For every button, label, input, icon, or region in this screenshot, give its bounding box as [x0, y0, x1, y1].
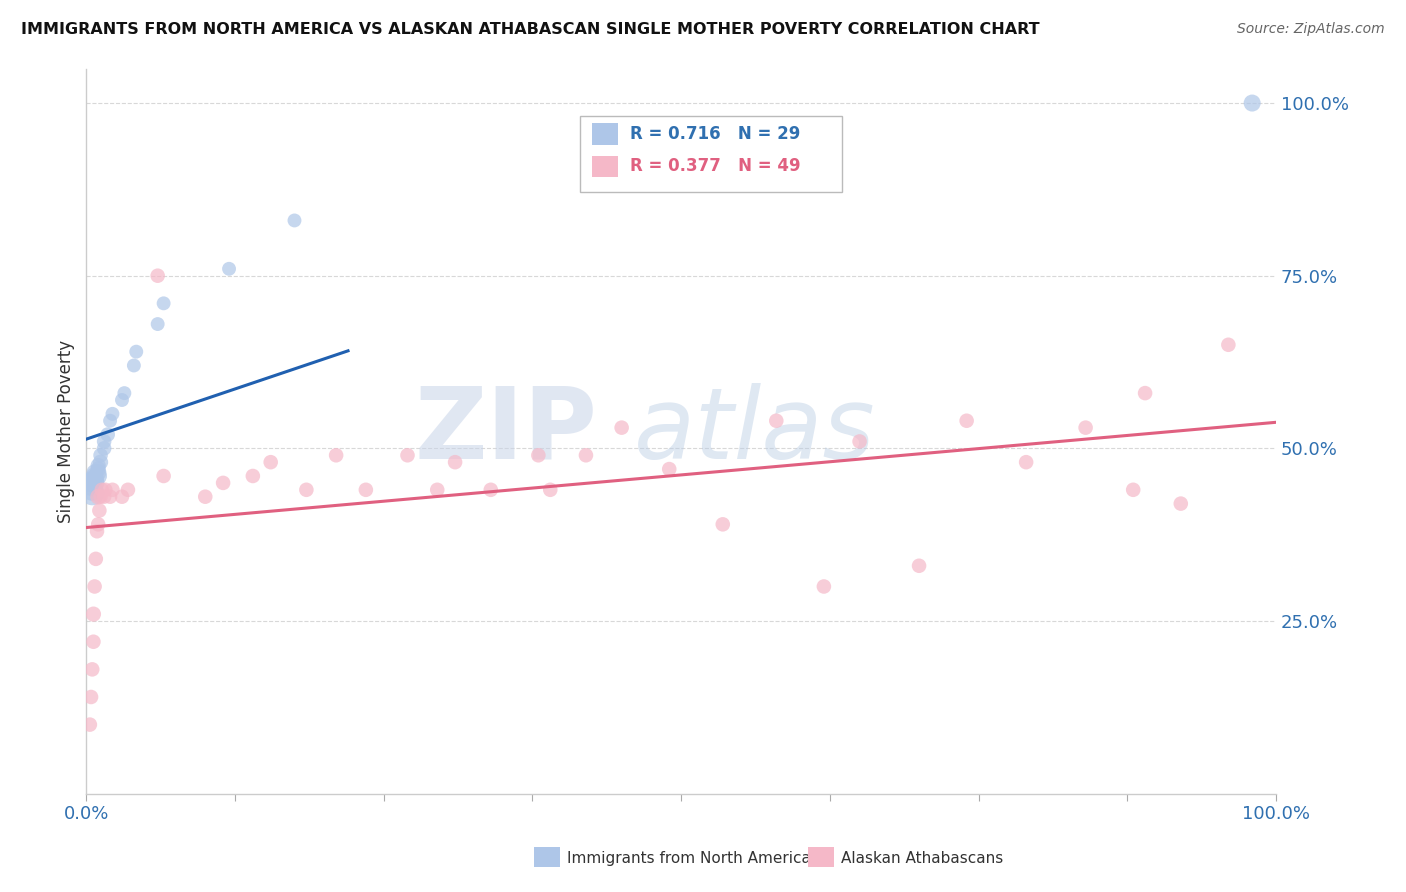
Point	[82, 486, 104, 500]
Point	[711, 517, 734, 532]
Point	[1241, 96, 1264, 111]
Point	[112, 386, 135, 401]
Point	[83, 475, 105, 490]
Point	[82, 475, 104, 490]
Point	[218, 261, 240, 276]
Point	[87, 490, 110, 504]
Point	[82, 483, 104, 497]
Point	[82, 472, 104, 486]
Point	[479, 483, 502, 497]
Point	[538, 483, 561, 497]
Point	[93, 434, 115, 449]
Text: R = 0.716   N = 29: R = 0.716 N = 29	[630, 125, 800, 143]
Text: Source: ZipAtlas.com: Source: ZipAtlas.com	[1237, 22, 1385, 37]
Bar	[592, 123, 619, 145]
Point	[83, 469, 105, 483]
Point	[97, 427, 120, 442]
Text: R = 0.377   N = 49: R = 0.377 N = 49	[630, 157, 800, 176]
Point	[527, 448, 550, 462]
Point	[90, 490, 112, 504]
Point	[86, 524, 108, 539]
Point	[84, 552, 107, 566]
Point	[125, 344, 148, 359]
Point	[98, 490, 121, 504]
Point	[90, 448, 112, 462]
Point	[152, 296, 174, 310]
Point	[117, 483, 139, 497]
Point	[426, 483, 449, 497]
Bar	[592, 155, 619, 178]
Point	[101, 407, 124, 421]
Point	[848, 434, 870, 449]
Point	[122, 359, 145, 373]
Point	[575, 448, 598, 462]
Text: ZIP: ZIP	[415, 383, 598, 480]
Point	[908, 558, 931, 573]
Point	[79, 717, 101, 731]
Point	[89, 503, 111, 517]
Point	[283, 213, 305, 227]
Point	[1122, 483, 1144, 497]
Point	[1218, 338, 1240, 352]
Point	[212, 475, 235, 490]
Point	[94, 483, 117, 497]
Point	[1170, 497, 1192, 511]
Point	[444, 455, 467, 469]
Point	[152, 469, 174, 483]
Point	[101, 483, 124, 497]
Point	[87, 469, 110, 483]
Point	[956, 414, 979, 428]
Point	[146, 317, 169, 331]
Text: Alaskan Athabascans: Alaskan Athabascans	[841, 851, 1002, 865]
Point	[87, 462, 110, 476]
Point	[194, 490, 217, 504]
Point	[658, 462, 681, 476]
Point	[80, 690, 103, 704]
Point	[260, 455, 283, 469]
Point	[813, 579, 835, 593]
Point	[82, 479, 104, 493]
Point	[82, 662, 104, 676]
Point	[111, 392, 134, 407]
Point	[87, 466, 110, 480]
Text: Immigrants from North America: Immigrants from North America	[567, 851, 810, 865]
Point	[295, 483, 318, 497]
Y-axis label: Single Mother Poverty: Single Mother Poverty	[58, 340, 75, 523]
Point	[1074, 420, 1097, 434]
Point	[1133, 386, 1156, 401]
Point	[765, 414, 787, 428]
Point	[87, 517, 110, 532]
Point	[83, 472, 105, 486]
Point	[354, 483, 377, 497]
Point	[82, 634, 104, 648]
Point	[82, 607, 104, 621]
Point	[396, 448, 419, 462]
Point	[1015, 455, 1038, 469]
Point	[146, 268, 169, 283]
Point	[90, 483, 112, 497]
Point	[87, 458, 110, 473]
Point	[111, 490, 134, 504]
Text: IMMIGRANTS FROM NORTH AMERICA VS ALASKAN ATHABASCAN SINGLE MOTHER POVERTY CORREL: IMMIGRANTS FROM NORTH AMERICA VS ALASKAN…	[21, 22, 1039, 37]
Point	[98, 414, 121, 428]
Point	[93, 490, 115, 504]
Point	[93, 442, 115, 456]
Point	[83, 579, 105, 593]
Point	[325, 448, 347, 462]
Point	[242, 469, 264, 483]
FancyBboxPatch shape	[581, 116, 842, 192]
Point	[90, 455, 112, 469]
Point	[610, 420, 633, 434]
Text: atlas: atlas	[634, 383, 875, 480]
Point	[83, 466, 105, 480]
